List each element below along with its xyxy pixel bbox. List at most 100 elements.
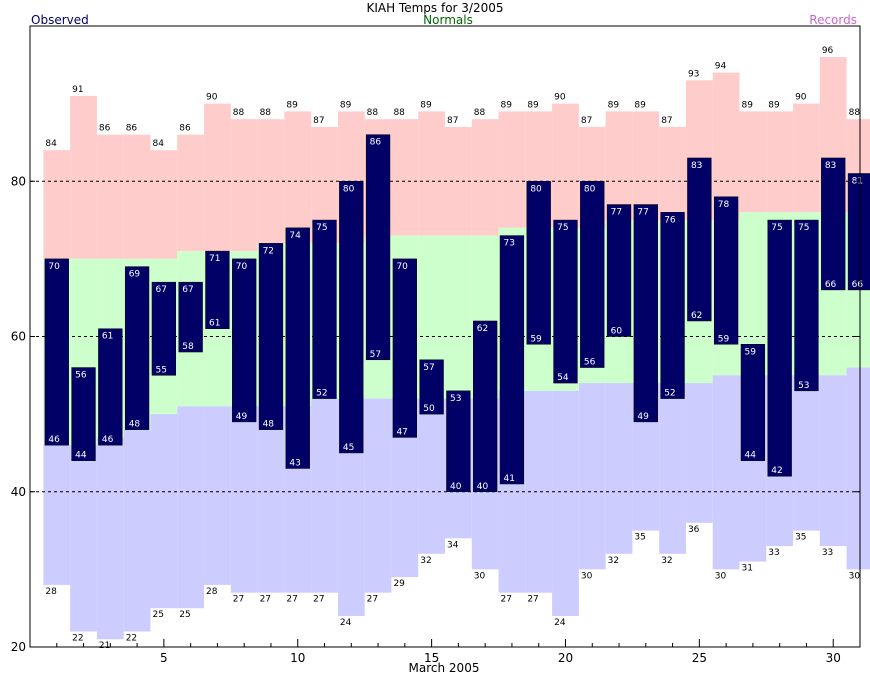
observed-high-label: 75 [557,223,568,233]
observed-high-label: 67 [182,285,193,295]
observed-high-label: 77 [611,208,622,218]
record-low-label: 33 [768,548,779,558]
observed-low-label: 40 [477,482,489,492]
observed-low-label: 42 [771,466,782,476]
observed-high-label: 75 [316,223,327,233]
observed-high-label: 73 [504,239,515,249]
observed-low-label: 41 [504,474,515,484]
record-low-label: 35 [634,533,645,543]
record-high-label: 87 [447,116,458,126]
x-tick-label: 10 [290,651,305,665]
record-high-label: 84 [152,139,164,149]
observed-low-label: 59 [718,334,730,344]
observed-high-label: 69 [129,270,141,280]
record-low-label: 36 [688,525,700,535]
record-high-label: 90 [554,93,566,103]
record-high-label: 90 [795,93,807,103]
observed-bar [633,204,658,423]
observed-high-label: 70 [396,262,408,272]
record-low-label: 35 [795,533,806,543]
observed-high-label: 62 [477,324,488,334]
record-low-band [204,406,231,585]
record-low-band [150,414,178,609]
observed-low-label: 54 [557,373,569,383]
x-tick-label: 30 [826,651,841,665]
observed-low-label: 66 [825,280,837,290]
observed-bar [312,219,337,399]
record-high-band [712,72,740,221]
observed-low-label: 49 [637,412,649,422]
observed-bar [124,266,150,430]
y-tick-label: 40 [11,485,26,499]
x-tick-label: 5 [160,651,168,665]
record-low-band [578,383,606,570]
observed-bar [821,157,846,291]
record-high-band [284,111,312,244]
observed-low-label: 53 [798,381,809,391]
observed-bar [392,258,417,438]
record-low-band [846,367,870,570]
record-high-label: 96 [822,46,834,56]
y-tick-label: 20 [11,640,26,654]
record-high-label: 86 [99,124,111,134]
record-low-band [96,437,124,640]
record-high-band [793,103,820,213]
observed-low-label: 52 [316,389,327,399]
x-tick-label: 20 [558,651,573,665]
observed-bar [660,212,685,399]
record-high-label: 87 [661,116,672,126]
observed-high-label: 78 [718,200,730,210]
observed-bar [687,157,712,322]
record-low-label: 27 [501,595,512,605]
observed-low-label: 59 [530,334,542,344]
record-low-label: 28 [45,587,57,597]
observed-high-label: 75 [771,223,782,233]
observed-low-label: 60 [611,327,623,337]
record-high-label: 89 [420,100,432,110]
record-low-band [659,383,686,554]
record-low-label: 29 [393,579,405,589]
record-high-label: 89 [742,100,754,110]
record-high-label: 88 [393,108,405,118]
record-low-label: 30 [581,571,593,581]
observed-bar [151,281,177,376]
record-high-label: 89 [768,100,780,110]
observed-bar [713,196,739,345]
record-low-label: 31 [742,564,753,574]
observed-low-label: 56 [584,358,596,368]
observed-high-label: 56 [75,371,87,381]
observed-high-label: 74 [289,231,301,241]
record-low-label: 22 [72,633,83,643]
observed-bar [232,258,257,423]
observed-high-label: 83 [825,161,836,171]
record-low-label: 21 [99,641,110,651]
record-low-band [177,406,205,609]
record-low-band [418,398,445,554]
record-high-band [552,103,579,228]
record-low-label: 27 [527,595,538,605]
observed-low-label: 61 [209,319,220,329]
record-low-band [43,445,71,585]
observed-bar [473,320,498,492]
observed-low-label: 50 [423,404,435,414]
observed-bar [553,219,578,384]
record-high-label: 88 [233,108,245,118]
observed-low-label: 46 [48,435,60,445]
legend-normals: Normals [423,13,473,27]
record-low-label: 34 [447,540,459,550]
observed-bar [526,181,551,345]
observed-high-label: 61 [102,332,113,342]
observed-high-label: 75 [798,223,809,233]
record-high-band [605,111,633,221]
record-high-label: 88 [260,108,272,118]
record-low-label: 32 [608,556,619,566]
observed-bars [44,134,870,492]
observed-high-label: 67 [155,285,166,295]
record-high-label: 93 [688,69,699,79]
record-low-label: 27 [286,595,297,605]
observed-bar [767,219,792,477]
record-high-band [230,119,258,252]
observed-low-label: 55 [155,365,166,375]
chart-title: KIAH Temps for 3/2005 [366,1,503,15]
